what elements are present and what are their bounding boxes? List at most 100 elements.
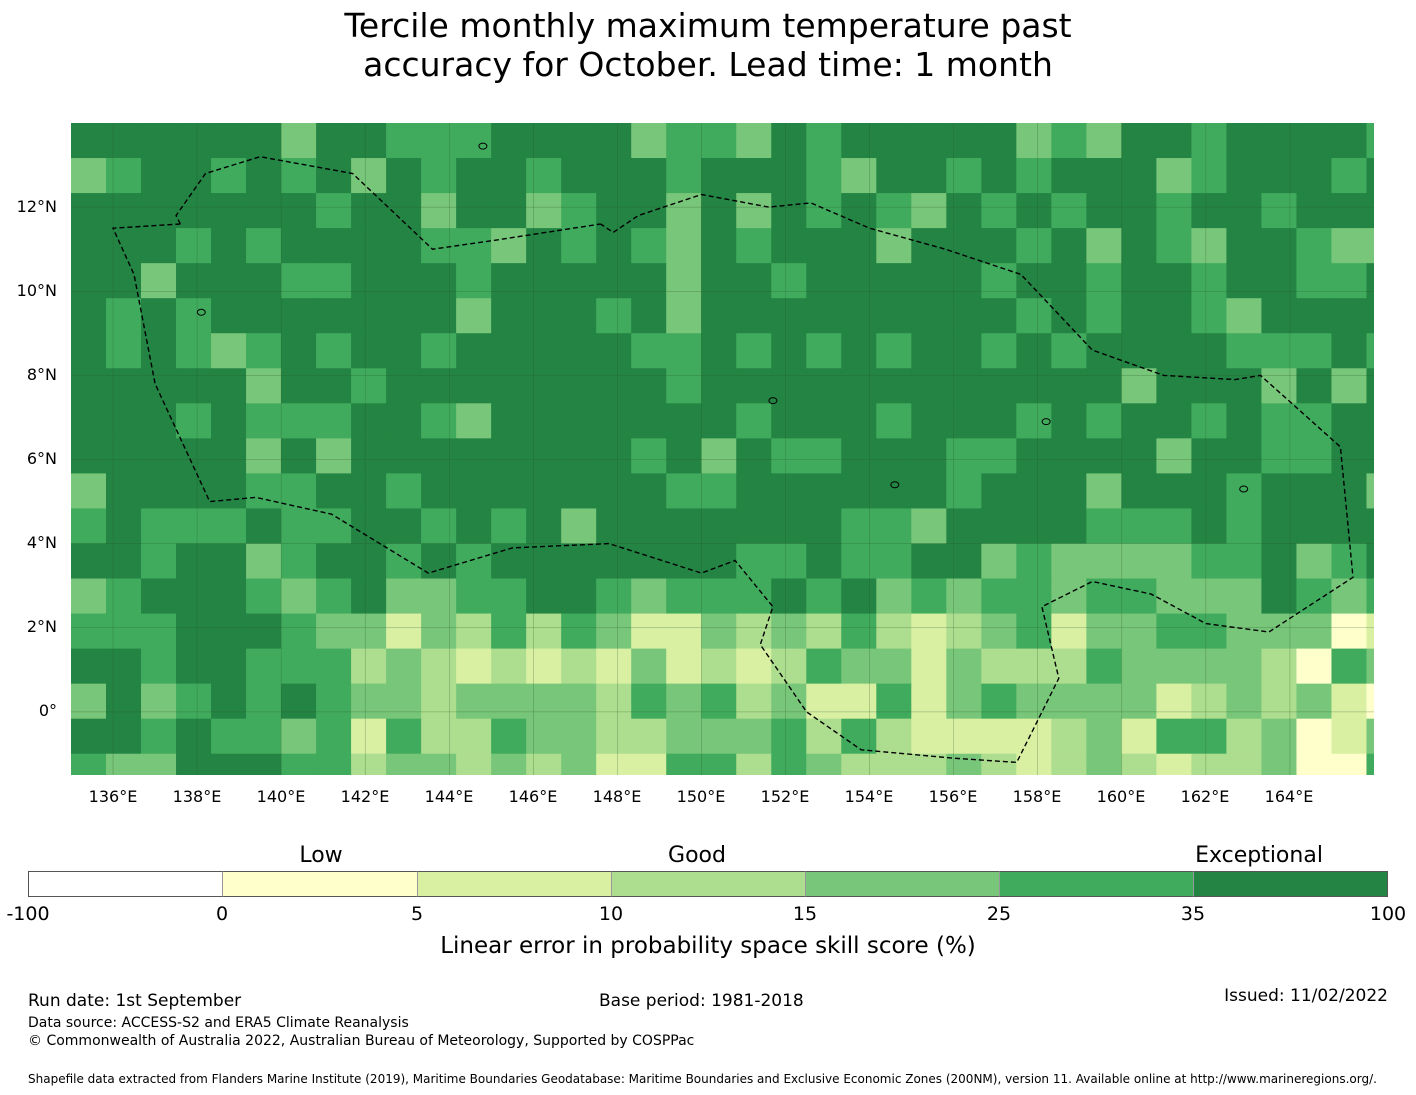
grid-cell bbox=[1261, 473, 1297, 509]
grid-cell bbox=[141, 403, 177, 439]
grid-cell bbox=[1156, 158, 1192, 194]
grid-cell bbox=[316, 578, 352, 615]
grid-cell bbox=[946, 298, 982, 334]
grid-cell bbox=[386, 438, 422, 474]
grid-cell bbox=[1086, 193, 1122, 229]
grid-cell bbox=[1191, 683, 1227, 720]
grid-cell bbox=[666, 298, 702, 334]
grid-cell bbox=[526, 473, 562, 509]
grid-cell bbox=[211, 403, 247, 439]
grid-cell bbox=[596, 123, 632, 159]
grid-cell bbox=[981, 473, 1017, 509]
grid-cell bbox=[946, 753, 982, 775]
grid-cell bbox=[771, 578, 807, 615]
grid-cell bbox=[1226, 123, 1262, 159]
grid-cell bbox=[841, 578, 877, 615]
grid-cell bbox=[876, 193, 912, 229]
grid-cell bbox=[1016, 123, 1052, 159]
grid-cell bbox=[1366, 683, 1374, 720]
grid-cell bbox=[666, 648, 702, 685]
grid-cell bbox=[1261, 753, 1297, 775]
copyright: © Commonwealth of Australia 2022, Austra… bbox=[28, 1033, 695, 1049]
grid-cell bbox=[421, 123, 457, 159]
grid-cell bbox=[736, 473, 772, 509]
legend-swatch-5 bbox=[805, 871, 999, 897]
grid-cell bbox=[246, 543, 282, 580]
grid-cell bbox=[736, 368, 772, 404]
grid-cell bbox=[211, 578, 247, 615]
grid-cell bbox=[771, 333, 807, 369]
grid-cell bbox=[106, 298, 142, 334]
grid-cell bbox=[526, 403, 562, 439]
grid-cell bbox=[211, 228, 247, 264]
grid-cell bbox=[1331, 403, 1367, 439]
grid-cell bbox=[561, 508, 597, 544]
grid-cell bbox=[421, 648, 457, 685]
grid-cell bbox=[736, 683, 772, 720]
grid-cell bbox=[1261, 613, 1297, 650]
grid-cell bbox=[596, 438, 632, 474]
grid-cell bbox=[1086, 508, 1122, 544]
grid-cell bbox=[1016, 438, 1052, 474]
x-tick-154e: 154°E bbox=[844, 787, 894, 806]
grid-cell bbox=[351, 158, 387, 194]
grid-cell bbox=[176, 473, 212, 509]
grid-cell bbox=[736, 263, 772, 299]
grid-cell bbox=[1366, 438, 1374, 474]
grid-cell bbox=[911, 193, 947, 229]
grid-cell bbox=[701, 753, 737, 775]
run-date: Run date: 1st September bbox=[28, 991, 242, 1011]
grid-cell bbox=[211, 263, 247, 299]
grid-cell bbox=[876, 473, 912, 509]
grid-cell bbox=[316, 613, 352, 650]
grid-cell bbox=[1366, 753, 1374, 775]
grid-cell bbox=[561, 403, 597, 439]
grid-cell bbox=[421, 613, 457, 650]
grid-cell bbox=[806, 473, 842, 509]
grid-cell bbox=[456, 508, 492, 544]
grid-cell bbox=[1331, 123, 1367, 159]
grid-cell bbox=[246, 368, 282, 404]
legend-category-good: Good bbox=[668, 843, 726, 868]
grid-cell bbox=[736, 228, 772, 264]
grid-cell bbox=[176, 403, 212, 439]
grid-cell bbox=[806, 508, 842, 544]
grid-cell bbox=[351, 368, 387, 404]
grid-cell bbox=[316, 438, 352, 474]
grid-cell bbox=[911, 403, 947, 439]
grid-cell bbox=[981, 368, 1017, 404]
grid-cell bbox=[106, 543, 142, 580]
grid-cell bbox=[666, 578, 702, 615]
grid-cell bbox=[351, 438, 387, 474]
grid-cell bbox=[1156, 263, 1192, 299]
title-line-1: Tercile monthly maximum temperature past bbox=[344, 6, 1072, 45]
grid-cell bbox=[281, 193, 317, 229]
grid-cell bbox=[1051, 193, 1087, 229]
grid-cell bbox=[981, 158, 1017, 194]
grid-cell bbox=[806, 263, 842, 299]
grid-cell bbox=[386, 683, 422, 720]
grid-cell bbox=[71, 648, 107, 685]
grid-cell bbox=[281, 753, 317, 775]
grid-cell bbox=[771, 438, 807, 474]
grid-cell bbox=[1226, 438, 1262, 474]
grid-cell bbox=[806, 578, 842, 615]
grid-cell bbox=[701, 438, 737, 474]
grid-cell bbox=[946, 368, 982, 404]
grid-cell bbox=[596, 578, 632, 615]
grid-cell bbox=[386, 403, 422, 439]
grid-cell bbox=[491, 613, 527, 650]
x-tick-142e: 142°E bbox=[340, 787, 390, 806]
grid-cell bbox=[456, 683, 492, 720]
grid-cell bbox=[876, 683, 912, 720]
grid-cell bbox=[946, 228, 982, 264]
grid-cell bbox=[981, 753, 1017, 775]
legend-swatch-7 bbox=[1193, 871, 1388, 897]
grid-cell bbox=[316, 158, 352, 194]
grid-cell bbox=[736, 508, 772, 544]
grid-cell bbox=[526, 193, 562, 229]
grid-cell bbox=[1296, 438, 1332, 474]
grid-cell bbox=[701, 368, 737, 404]
grid-cell bbox=[1086, 438, 1122, 474]
grid-cell bbox=[1016, 403, 1052, 439]
